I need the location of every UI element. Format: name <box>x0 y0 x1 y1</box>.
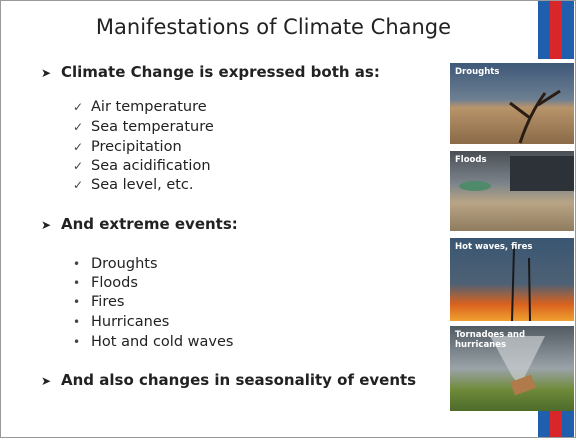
slide-title: Manifestations of Climate Change <box>95 15 452 39</box>
item: Droughts <box>91 256 158 272</box>
item-row: ✓ Precipitation <box>73 139 182 155</box>
photo-art <box>459 156 574 191</box>
stripe-red <box>550 409 562 437</box>
item: Hot and cold waves <box>91 334 234 350</box>
item-row: • Hurricanes <box>73 314 170 330</box>
heading-row: ➤ Climate Change is expressed both as: <box>41 63 380 81</box>
item: Precipitation <box>91 139 182 155</box>
stripe-blue <box>562 1 574 59</box>
photo-floods: Floods <box>450 151 574 231</box>
item: Fires <box>91 294 125 310</box>
item: Air temperature <box>91 99 207 115</box>
heading: Climate Change is expressed both as: <box>61 63 380 81</box>
heading-row: ➤ And extreme events: <box>41 215 238 233</box>
item-row: • Hot and cold waves <box>73 334 234 350</box>
item: Sea level, etc. <box>91 177 194 193</box>
stripe-blue <box>538 1 550 59</box>
photo-tornadoes: Tornadoes and hurricanes <box>450 326 574 411</box>
photo-droughts: Droughts <box>450 63 574 144</box>
photo-caption: Droughts <box>455 67 500 77</box>
item-row: ✓ Sea temperature <box>73 119 214 135</box>
photo-art <box>511 247 531 321</box>
stripe-blue <box>562 409 574 437</box>
item: Hurricanes <box>91 314 170 330</box>
item-row: • Floods <box>73 275 138 291</box>
item: Sea temperature <box>91 119 214 135</box>
photo-art <box>509 89 561 144</box>
photo-art <box>490 336 545 396</box>
photo-fires: Hot waves, fires <box>450 238 574 321</box>
heading-row: ➤ And also changes in seasonality of even… <box>41 371 417 389</box>
photo-caption: Tornadoes and hurricanes <box>455 330 526 350</box>
item-row: • Droughts <box>73 256 158 272</box>
item-row: ✓ Sea acidification <box>73 158 211 174</box>
item-row: ✓ Sea level, etc. <box>73 177 194 193</box>
photo-caption: Hot waves, fires <box>455 242 533 252</box>
stripe-red <box>550 1 562 59</box>
item-row: ✓ Air temperature <box>73 99 207 115</box>
item-row: • Fires <box>73 294 125 310</box>
stripe-blue <box>538 409 550 437</box>
photo-caption: Floods <box>455 155 487 165</box>
heading: And also changes in seasonality of event… <box>61 371 417 389</box>
heading: And extreme events: <box>61 215 238 233</box>
item: Sea acidification <box>91 158 211 174</box>
item: Floods <box>91 275 138 291</box>
